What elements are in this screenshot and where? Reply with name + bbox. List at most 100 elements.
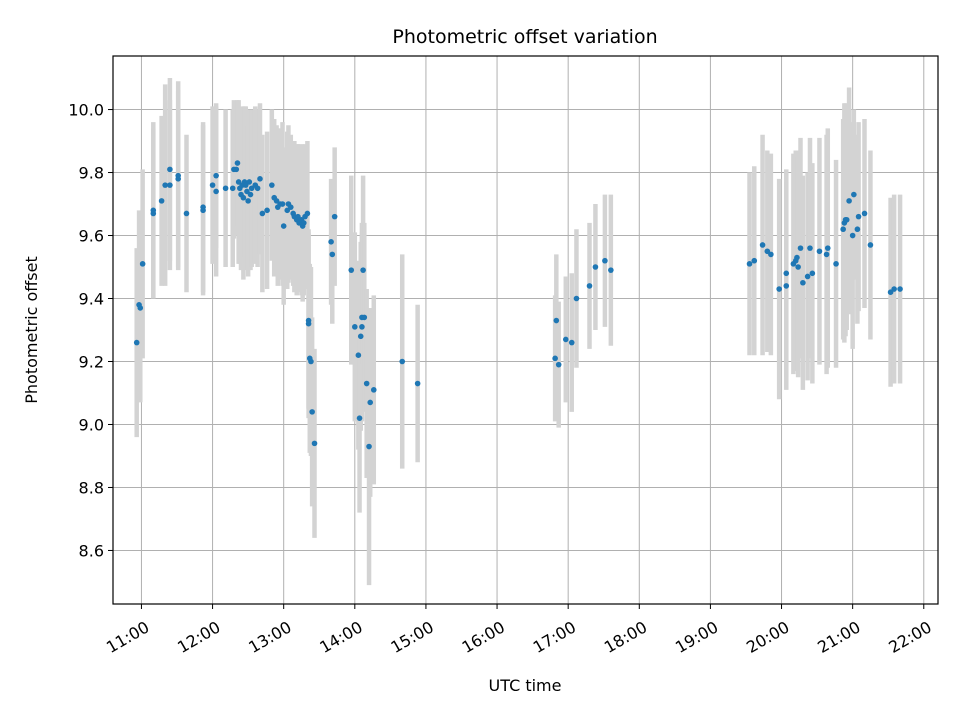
data-point	[366, 443, 372, 450]
data-point	[897, 286, 903, 292]
data-point	[809, 270, 816, 277]
data-point	[824, 245, 831, 251]
y-axis-title: Photometric offset	[22, 256, 41, 404]
y-tick-label: 9.6	[79, 227, 104, 246]
data-point	[269, 182, 275, 188]
data-point	[213, 172, 219, 179]
data-point	[304, 210, 311, 217]
data-point	[568, 339, 575, 346]
data-point	[795, 264, 801, 270]
data-point	[602, 257, 608, 264]
data-point	[804, 273, 811, 280]
data-point	[259, 210, 266, 217]
data-point	[150, 210, 157, 217]
data-point	[245, 198, 251, 204]
data-point	[257, 176, 263, 182]
data-point	[305, 320, 312, 327]
data-point	[833, 261, 839, 267]
data-points	[133, 160, 903, 450]
data-point	[356, 415, 363, 421]
data-point	[137, 305, 144, 311]
y-tick-label: 9.4	[79, 290, 104, 309]
y-axis: 8.6 8.8 9.0 9.2 9.4 9.6 9.8 10.0	[68, 101, 113, 560]
data-point	[746, 261, 753, 267]
data-point	[162, 182, 168, 188]
data-point	[361, 314, 368, 321]
data-point	[807, 245, 813, 251]
data-point	[867, 242, 874, 248]
data-point	[229, 185, 236, 192]
data-point	[264, 207, 270, 214]
y-tick-label: 9.8	[79, 164, 104, 183]
data-point	[360, 267, 366, 273]
data-point	[363, 380, 370, 387]
data-point	[751, 257, 758, 264]
data-point	[167, 166, 173, 173]
data-point	[200, 207, 206, 214]
data-point	[331, 213, 338, 220]
y-tick-label: 8.6	[79, 541, 104, 560]
data-point	[849, 232, 856, 239]
data-point	[783, 270, 790, 277]
data-point	[592, 264, 599, 270]
y-tick-label: 10.0	[68, 101, 104, 120]
data-point	[311, 440, 318, 447]
data-point	[280, 223, 287, 229]
data-point	[840, 226, 846, 233]
data-point	[301, 220, 307, 226]
data-point	[233, 166, 240, 173]
data-point	[843, 216, 850, 223]
data-point	[247, 191, 254, 198]
data-point	[288, 204, 294, 210]
data-point	[329, 251, 336, 258]
y-tick-label: 8.8	[79, 478, 104, 497]
data-point	[823, 251, 830, 258]
data-point	[133, 339, 140, 346]
chart-title: Photometric offset variation	[392, 26, 657, 48]
data-point	[555, 361, 562, 368]
data-point	[328, 239, 334, 245]
data-point	[222, 185, 229, 192]
data-point	[854, 226, 861, 233]
data-point	[240, 194, 247, 201]
data-point	[797, 245, 804, 251]
data-point	[846, 198, 852, 204]
data-point	[167, 182, 173, 188]
data-point	[759, 242, 766, 248]
data-point	[414, 380, 421, 387]
data-point	[573, 295, 580, 302]
data-point	[370, 387, 377, 393]
data-point	[552, 355, 558, 362]
data-point	[279, 201, 286, 207]
data-point	[816, 248, 823, 255]
data-point	[308, 358, 314, 365]
data-point	[891, 286, 897, 292]
data-point	[851, 191, 857, 198]
data-point	[794, 254, 800, 261]
data-point	[183, 210, 190, 217]
data-point	[800, 279, 806, 286]
data-point	[348, 267, 355, 273]
data-point	[855, 213, 862, 220]
data-point	[586, 283, 593, 289]
data-point	[357, 333, 364, 340]
data-point	[213, 188, 219, 195]
data-point	[367, 399, 374, 406]
data-point	[768, 251, 774, 258]
data-point	[352, 324, 358, 330]
data-point	[399, 358, 406, 365]
data-point	[776, 286, 782, 292]
data-point	[563, 336, 569, 343]
data-point	[359, 324, 365, 330]
plot-frame	[112, 55, 939, 605]
x-axis-title: UTC time	[489, 676, 562, 695]
data-point	[861, 210, 868, 217]
data-point	[209, 182, 216, 188]
data-point	[175, 176, 181, 182]
y-tick-label: 9.2	[79, 352, 104, 371]
data-point	[158, 198, 165, 204]
data-point	[355, 352, 362, 358]
data-point	[254, 185, 261, 192]
